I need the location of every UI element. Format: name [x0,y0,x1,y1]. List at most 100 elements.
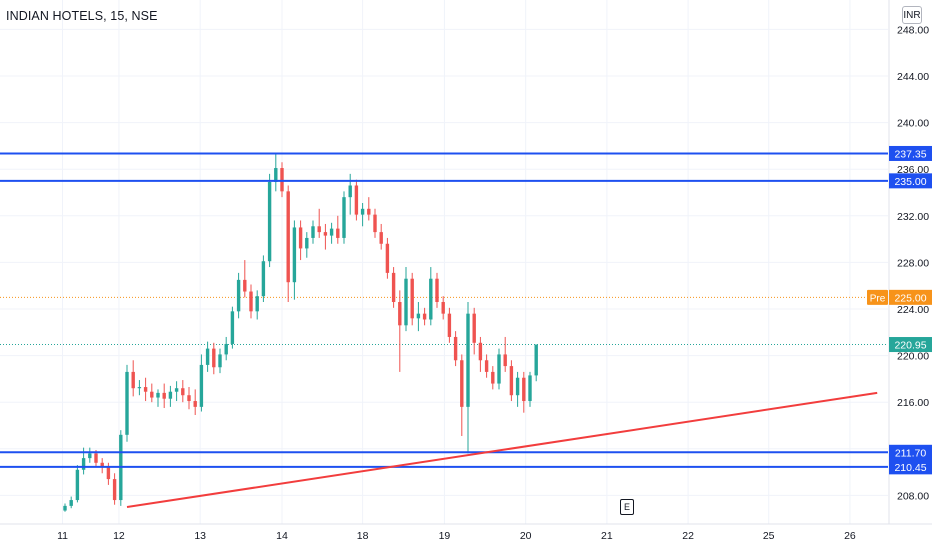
candle-up [88,453,92,459]
candle-up [255,296,259,312]
candle-up [429,278,433,320]
candle-down [435,278,439,303]
time-tick-label: 19 [439,530,451,542]
candle-down [478,342,483,361]
candle-up [199,364,204,407]
candle-up [360,208,365,215]
time-tick-label: 14 [276,530,288,542]
candle-up [168,391,173,399]
candle-up [224,343,228,355]
time-tick-label: 12 [113,530,125,542]
candle-down [112,479,117,501]
symbol-title: INDIAN HOTELS, 15, NSE [6,9,158,23]
candle-down [298,227,303,249]
level-price-badge [889,173,932,189]
level-price-label: 210.45 [894,462,926,474]
price-tick-label: 216.00 [897,397,929,409]
candle-down [491,371,495,384]
candle-down [441,302,445,314]
candle-down [484,360,489,372]
price-tick-label: 232.00 [897,211,929,223]
candle-down [422,313,427,320]
time-tick-label: 25 [763,530,775,542]
price-tick-label: 248.00 [897,24,929,36]
candle-down [509,366,514,396]
price-tick-label: 244.00 [897,71,929,83]
candle-down [522,377,526,402]
candle-up [497,354,501,384]
candle-down [193,401,197,407]
candle-up [230,311,235,344]
candle-up [292,227,297,283]
currency-badge[interactable]: INR [902,6,922,24]
level-price-badge [889,444,932,460]
level-price-label: 235.00 [894,176,926,188]
candle-up [348,185,352,198]
time-tick-label: 20 [520,530,532,542]
price-tick-label: 224.00 [897,304,929,316]
time-tick-label: 11 [57,530,68,542]
candle-up [125,371,129,435]
candle-down [336,228,340,238]
ascending-trend-line [126,391,878,509]
candle-down [317,226,321,233]
premarket-price-label: 225.00 [894,292,926,304]
candle-up [75,469,80,501]
last-price-label: 220.95 [894,340,926,352]
candle-up [342,197,346,238]
candle-down [373,214,377,233]
premarket-tag-label: Pre [870,293,886,304]
candle-down [100,462,104,468]
candle-up [205,348,210,365]
price-tick-label: 220.00 [897,351,929,363]
candle-up [218,354,222,368]
candle-up [174,388,179,392]
candle-down [249,291,253,312]
price-tick-label: 236.00 [897,164,929,176]
candle-up [81,458,86,470]
candle-down [460,360,464,407]
candle-down [354,185,359,215]
candle-up [69,500,73,506]
candle-down [143,387,148,392]
time-tick-label: 13 [194,530,206,542]
candle-down [243,279,247,292]
level-price-label: 237.35 [894,148,926,160]
candle-down [379,232,383,244]
time-tick-label: 18 [357,530,369,542]
time-tick-label: 21 [601,530,613,542]
candle-up [63,505,67,511]
last-price-badge [889,337,932,353]
candle-up [305,237,309,249]
candle-down [385,243,390,273]
candle-up [515,377,520,396]
price-tick-label: 240.00 [897,118,929,130]
candle-down [106,467,111,480]
candle-up [466,313,470,407]
candle-down [367,208,371,215]
candle-up [156,392,160,398]
candle-up [261,261,266,297]
price-tick-label: 208.00 [897,490,929,502]
candle-down [503,354,507,367]
candle-down [181,388,185,396]
time-tick-label: 26 [844,530,856,542]
candle-down [187,395,191,402]
candle-down [286,191,290,283]
candle-up [236,279,241,312]
candle-up [274,168,278,183]
candle-down [94,453,98,463]
candle-up [416,313,421,319]
candle-up [137,387,142,389]
level-price-badge [889,145,932,161]
candle-up [267,182,272,262]
candle-up [311,226,315,238]
candle-down [472,313,476,343]
candle-down [162,392,166,399]
earnings-event-marker[interactable]: E [620,499,634,515]
premarket-price-badge [889,289,932,305]
premarket-tag-badge [867,289,888,305]
candle-down [323,232,328,236]
